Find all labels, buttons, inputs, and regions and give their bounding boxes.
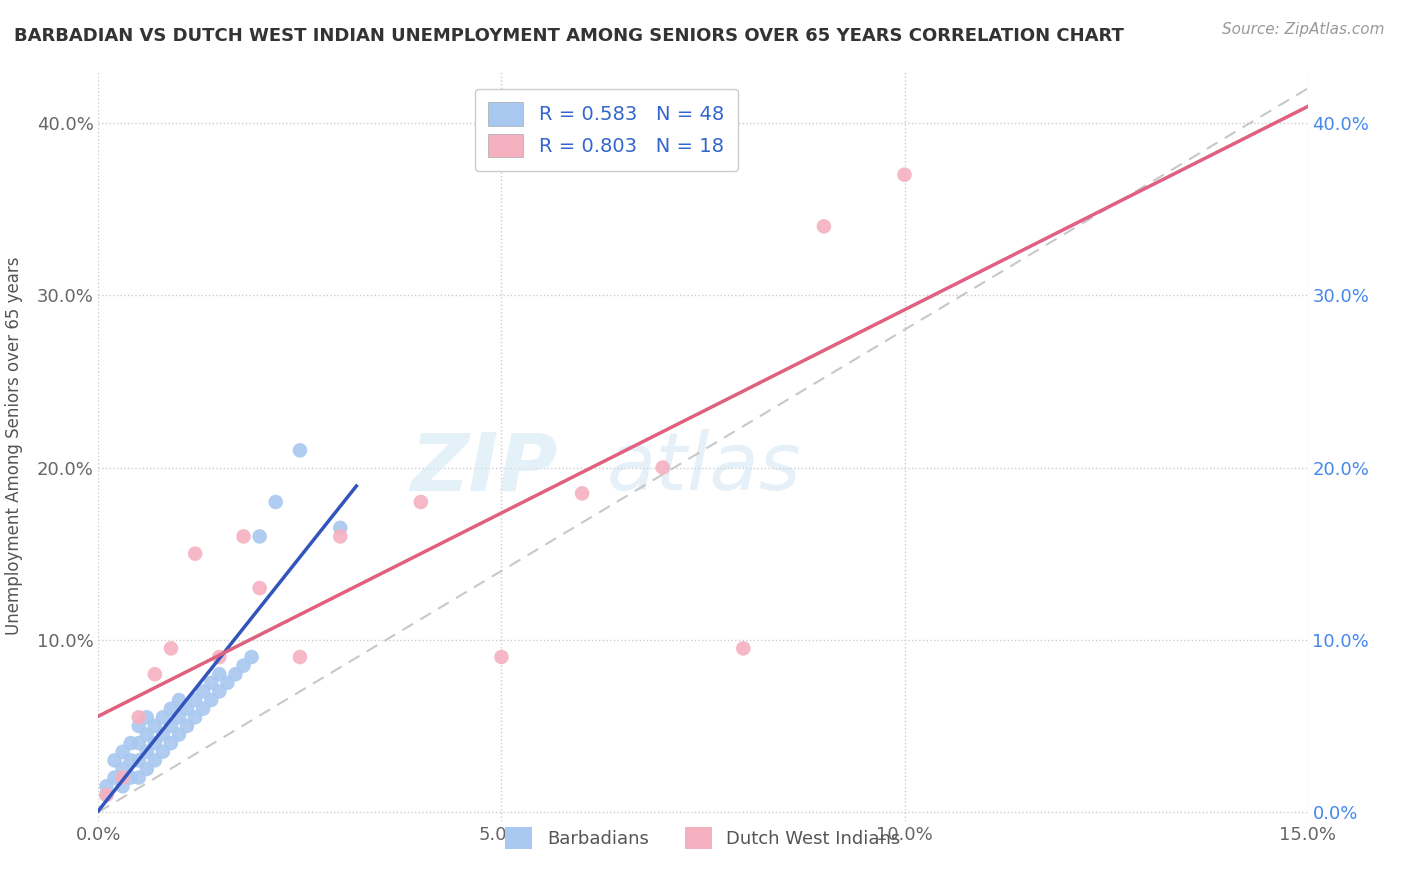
Point xyxy=(128,719,150,733)
Point xyxy=(813,219,835,234)
Point xyxy=(176,701,198,715)
Point xyxy=(193,701,215,715)
Point xyxy=(200,676,222,690)
Point xyxy=(135,710,157,724)
Text: BARBADIAN VS DUTCH WEST INDIAN UNEMPLOYMENT AMONG SENIORS OVER 65 YEARS CORRELAT: BARBADIAN VS DUTCH WEST INDIAN UNEMPLOYM… xyxy=(14,27,1123,45)
Point xyxy=(329,529,352,543)
Point xyxy=(128,753,150,767)
Point xyxy=(224,667,246,681)
Point xyxy=(103,753,125,767)
Point xyxy=(111,779,134,793)
Point xyxy=(184,693,207,707)
Point xyxy=(111,771,134,785)
Point xyxy=(167,710,190,724)
Point xyxy=(249,529,271,543)
Point xyxy=(232,658,254,673)
Point xyxy=(128,710,150,724)
Point xyxy=(651,460,673,475)
Point xyxy=(96,788,118,802)
Point xyxy=(491,650,513,665)
Point xyxy=(893,168,915,182)
Legend: Barbadians, Dutch West Indians: Barbadians, Dutch West Indians xyxy=(498,820,908,856)
Point xyxy=(128,771,150,785)
Point xyxy=(160,719,183,733)
Point xyxy=(143,736,166,750)
Point xyxy=(329,521,352,535)
Point xyxy=(200,693,222,707)
Point xyxy=(135,727,157,741)
Point xyxy=(96,779,118,793)
Text: Source: ZipAtlas.com: Source: ZipAtlas.com xyxy=(1222,22,1385,37)
Point xyxy=(111,762,134,776)
Point xyxy=(143,667,166,681)
Point xyxy=(208,667,231,681)
Point xyxy=(120,771,142,785)
Point xyxy=(288,443,311,458)
Point xyxy=(135,762,157,776)
Point xyxy=(111,745,134,759)
Point xyxy=(152,727,174,741)
Point xyxy=(167,693,190,707)
Point xyxy=(184,710,207,724)
Text: ZIP: ZIP xyxy=(411,429,558,508)
Point xyxy=(120,753,142,767)
Point xyxy=(288,650,311,665)
Point xyxy=(135,745,157,759)
Text: atlas: atlas xyxy=(606,429,801,508)
Point xyxy=(120,736,142,750)
Point xyxy=(160,701,183,715)
Point xyxy=(240,650,263,665)
Point xyxy=(152,745,174,759)
Y-axis label: Unemployment Among Seniors over 65 years: Unemployment Among Seniors over 65 years xyxy=(4,257,22,635)
Point xyxy=(160,736,183,750)
Point xyxy=(184,547,207,561)
Point xyxy=(208,684,231,698)
Point xyxy=(208,650,231,665)
Point xyxy=(193,684,215,698)
Point xyxy=(217,676,239,690)
Point xyxy=(232,529,254,543)
Point xyxy=(143,753,166,767)
Point xyxy=(143,719,166,733)
Point xyxy=(128,736,150,750)
Point xyxy=(103,771,125,785)
Point xyxy=(409,495,432,509)
Point xyxy=(96,788,118,802)
Point xyxy=(249,581,271,595)
Point xyxy=(160,641,183,656)
Point xyxy=(733,641,755,656)
Point xyxy=(152,710,174,724)
Point xyxy=(571,486,593,500)
Point xyxy=(167,727,190,741)
Point xyxy=(176,719,198,733)
Point xyxy=(264,495,287,509)
